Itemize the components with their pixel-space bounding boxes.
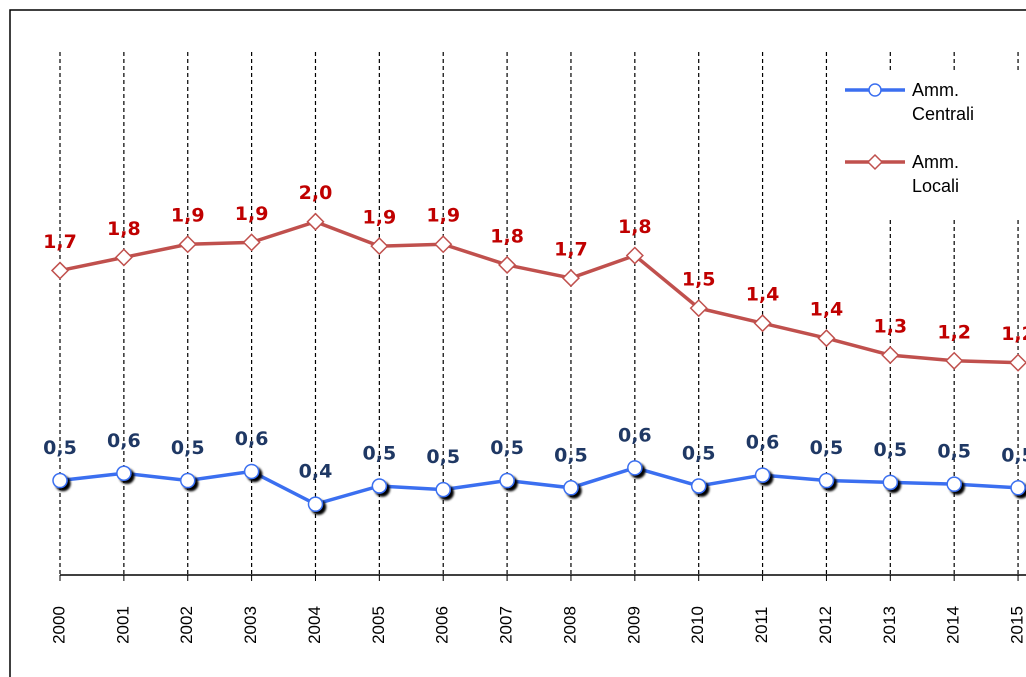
data-label: 1,7 — [43, 231, 77, 253]
marker — [817, 329, 836, 348]
data-label: 0,5 — [1001, 444, 1026, 466]
x-tick-label: 2002 — [177, 606, 196, 644]
x-tick-label: 2010 — [688, 606, 707, 644]
marker — [499, 472, 515, 489]
marker — [881, 346, 900, 365]
data-label: 0,5 — [171, 437, 205, 459]
data-label: 0,5 — [554, 444, 588, 466]
x-tick-label: 2004 — [305, 606, 324, 644]
data-label: 0,5 — [810, 437, 844, 459]
legend-marker — [868, 83, 882, 97]
x-tick-label: 2003 — [241, 606, 260, 644]
data-label: 1,2 — [1001, 323, 1026, 345]
data-label: 2,0 — [299, 182, 333, 204]
marker — [945, 351, 964, 370]
data-label: 1,9 — [235, 203, 269, 225]
data-label: 1,7 — [554, 239, 588, 261]
data-label: 0,5 — [873, 439, 907, 461]
marker — [1008, 353, 1026, 372]
marker — [306, 212, 325, 231]
marker — [689, 299, 708, 318]
x-tick-label: 2005 — [369, 606, 388, 644]
marker — [307, 496, 324, 512]
marker — [627, 460, 643, 476]
marker — [753, 314, 772, 333]
data-label: 1,8 — [490, 225, 524, 247]
data-label: 0,6 — [618, 424, 652, 446]
x-tick-label: 2015 — [1008, 606, 1026, 644]
x-tick-label: 2006 — [433, 606, 452, 644]
data-label: 1,8 — [107, 218, 141, 240]
marker — [1010, 480, 1026, 496]
series-line — [59, 465, 1019, 507]
marker — [178, 235, 197, 254]
marker — [371, 478, 388, 494]
x-tick-label: 2000 — [49, 606, 68, 644]
marker — [754, 467, 771, 483]
data-label: 1,5 — [682, 269, 716, 291]
data-label: 0,6 — [235, 428, 269, 450]
marker — [242, 233, 261, 252]
data-label: 0,4 — [299, 461, 333, 483]
data-label: 0,5 — [682, 442, 716, 464]
marker — [243, 463, 260, 480]
data-label: 0,6 — [746, 432, 780, 454]
marker — [625, 246, 644, 265]
x-tick-label: 2012 — [816, 606, 835, 644]
x-tick-label: 2014 — [944, 606, 963, 644]
marker — [52, 472, 68, 489]
marker — [116, 465, 132, 482]
data-label: 1,4 — [810, 299, 844, 321]
data-label: 0,6 — [107, 430, 141, 452]
marker — [434, 235, 453, 254]
marker — [498, 255, 517, 274]
marker — [563, 480, 579, 496]
x-tick-label: 2009 — [624, 606, 643, 644]
legend-label: Amm. Locali — [912, 152, 960, 196]
marker — [690, 478, 707, 494]
data-label: 1,2 — [937, 321, 971, 343]
frame — [9, 9, 1026, 677]
x-tick-label: 2008 — [560, 606, 579, 644]
marker — [179, 472, 196, 489]
x-tick-label: 2007 — [497, 606, 516, 644]
marker — [370, 237, 389, 256]
legend-label: Amm. Centrali — [912, 80, 975, 124]
series-line — [59, 219, 1019, 365]
data-label: 0,5 — [426, 446, 460, 468]
data-label: 1,9 — [426, 205, 460, 227]
data-label: 0,5 — [363, 442, 397, 464]
data-label: 0,5 — [937, 441, 971, 463]
x-tick-label: 2011 — [752, 607, 771, 644]
data-label: 0,5 — [490, 437, 524, 459]
marker — [50, 261, 70, 280]
x-tick-label: 2013 — [880, 606, 899, 644]
marker — [818, 472, 835, 489]
data-label: 1,8 — [618, 216, 652, 238]
legend-marker — [866, 153, 884, 171]
data-label: 1,4 — [746, 284, 780, 306]
marker — [435, 481, 451, 498]
data-label: 1,9 — [363, 207, 397, 229]
marker — [882, 474, 899, 491]
marker — [114, 248, 133, 267]
data-label: 1,9 — [171, 205, 205, 227]
data-label: 1,3 — [873, 316, 907, 338]
data-label: 0,5 — [43, 437, 77, 459]
legend-box — [838, 70, 1026, 218]
marker — [946, 476, 962, 492]
x-tick-label: 2001 — [113, 606, 132, 644]
marker — [561, 269, 581, 288]
